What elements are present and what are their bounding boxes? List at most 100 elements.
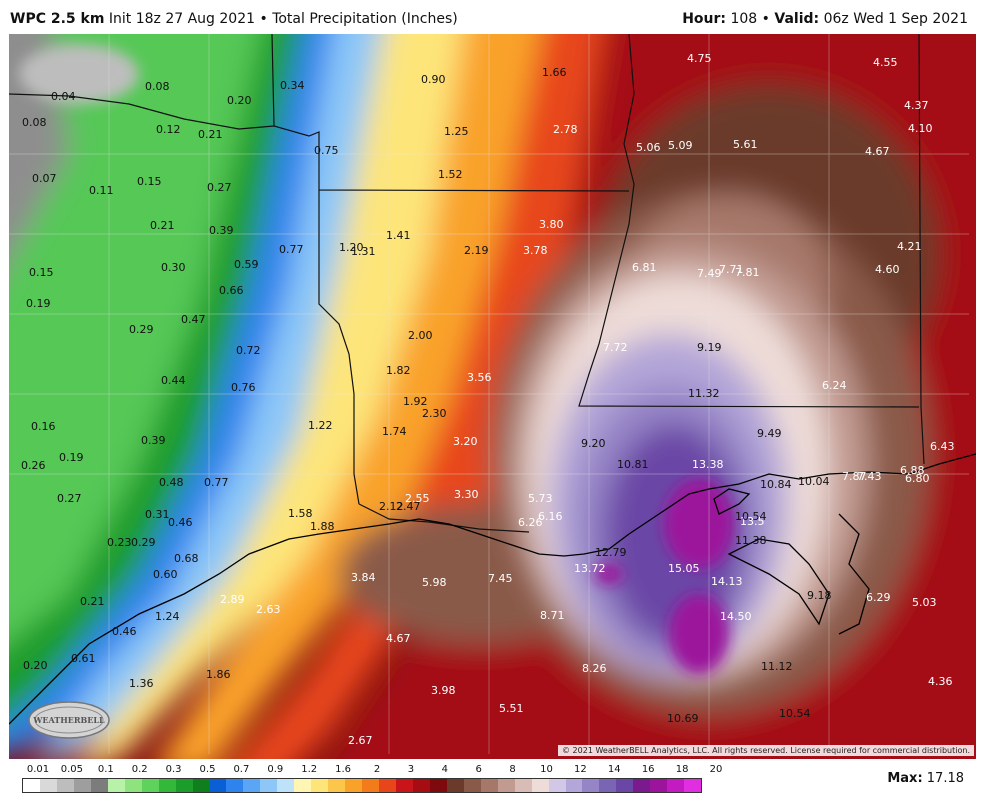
colorbar-tick-label: 6 [475, 764, 482, 775]
coastline [9, 453, 976, 725]
precip-value-label: 0.08 [22, 116, 47, 129]
precip-value-label: 0.15 [29, 266, 54, 279]
colorbar-swatch [243, 779, 261, 792]
precip-value-label: 10.54 [735, 510, 767, 523]
precip-value-label: 13.5 [740, 515, 765, 528]
colorbar-swatch [599, 779, 617, 792]
precip-value-label: 5.03 [912, 596, 937, 609]
precip-value-label: 1.58 [288, 507, 313, 520]
precip-value-label: 8.71 [540, 609, 565, 622]
precip-value-label: 0.12 [156, 123, 181, 136]
colorbar-swatch [23, 779, 40, 792]
colorbar-tick-label: 0.2 [131, 764, 148, 775]
colorbar-tick-label: 1.2 [301, 764, 318, 775]
precip-value-label: 0.15 [137, 175, 162, 188]
precip-value-labels: 0.04 0.08 0.20 0.34 0.90 1.66 4.75 4.55 0.08 0.12… [21, 52, 955, 747]
precip-field [9, 34, 976, 759]
precip-value-label: 12.79 [595, 546, 627, 559]
colorbar-tick-label: 8 [509, 764, 516, 775]
colorbar-swatch [124, 779, 142, 792]
precip-value-label: 5.98 [422, 576, 447, 589]
precip-value-label: 1.92 [403, 395, 428, 408]
precip-value-label: 1.31 [351, 245, 376, 258]
precip-value-label: 0.72 [236, 344, 261, 357]
precip-value-label: 7.72 [603, 341, 628, 354]
colorbar-tick-label: 20 [709, 764, 723, 775]
precip-value-label: 13.72 [574, 562, 606, 575]
precip-value-label: 0.39 [141, 434, 166, 447]
colorbar-swatch [429, 779, 447, 792]
precip-value-label: 0.29 [131, 536, 156, 549]
colorbar-swatch [192, 779, 210, 792]
precip-value-label: 1.24 [155, 610, 180, 623]
precip-value-label: 0.34 [280, 79, 305, 92]
precip-value-label: 6.81 [632, 261, 657, 274]
precip-value-label: 1.86 [206, 668, 231, 681]
colorbar-tick-label: 4 [441, 764, 448, 775]
precip-value-label: 0.76 [231, 381, 256, 394]
colorbar-tick-label: 3 [407, 764, 415, 775]
colorbar-tick-label: 0.01 [26, 764, 50, 775]
precip-value-label: 0.04 [51, 90, 76, 103]
precip-value-label: 11.12 [761, 660, 793, 673]
header-left: WPC 2.5 km Init 18z 27 Aug 2021 • Total … [10, 11, 458, 27]
precip-value-label: 6.26 [518, 516, 543, 529]
colorbar-tick-label: 18 [675, 764, 689, 775]
precip-value-label: 7.43 [857, 470, 882, 483]
colorbar-swatch [616, 779, 634, 792]
precip-value-label: 3.56 [467, 371, 492, 384]
precip-value-label: 5.61 [733, 138, 758, 151]
colorbar-tick-label: 14 [607, 764, 621, 775]
colorbar-swatch [395, 779, 413, 792]
colorbar-swatch [412, 779, 430, 792]
valid-label: Valid [774, 11, 814, 27]
precip-value-label: 6.24 [822, 379, 847, 392]
precip-value-label: 1.88 [310, 520, 335, 533]
precip-value-label: 0.77 [279, 243, 304, 256]
precip-value-label: 4.10 [908, 122, 933, 135]
precip-value-label: 9.49 [757, 427, 782, 440]
header-right: Hour: 108 • Valid: 06z Wed 1 Sep 2021 [682, 11, 968, 27]
precip-value-label: 11.38 [735, 534, 767, 547]
precip-value-label: 0.75 [314, 144, 339, 157]
precip-value-label: 9.18 [807, 589, 832, 602]
precip-value-label: 6.16 [538, 510, 563, 523]
precip-value-label: 4.37 [904, 99, 929, 112]
logo-text: WEATHERBELL [32, 715, 105, 725]
precip-value-label: 10.69 [667, 712, 699, 725]
colorbar-swatch [311, 779, 329, 792]
colorbar-tick-label: 0.9 [267, 764, 284, 775]
precip-value-label: 1.20 [339, 241, 364, 254]
precip-value-label: 1.66 [542, 66, 567, 79]
precip-value-label: 7.71 [719, 263, 744, 276]
precip-value-label: 6.88 [900, 464, 925, 477]
precip-value-label: 2.89 [220, 593, 245, 606]
precip-value-label: 2.30 [422, 407, 447, 420]
precip-value-label: 0.19 [59, 451, 84, 464]
county-borders [9, 34, 969, 754]
precip-value-label: 1.25 [444, 125, 469, 138]
precip-value-label: 0.68 [174, 552, 199, 565]
precip-value-label: 0.23 [107, 536, 132, 549]
precip-value-label: 0.16 [31, 420, 56, 433]
colorbar-tick-label: 1.6 [335, 764, 352, 775]
colorbar-swatch [277, 779, 295, 792]
max-value: 17.18 [926, 771, 964, 786]
precip-value-label: 2.55 [405, 492, 430, 505]
header-separator-2: • [761, 11, 770, 27]
precip-value-label: 0.66 [219, 284, 244, 297]
precipitation-map: 0.04 0.08 0.20 0.34 0.90 1.66 4.75 4.55 0.08 0.12… [9, 34, 976, 759]
colorbar-ticks: 0.01 0.05 0.1 0.2 0.3 0.5 0.7 0.9 1.2 1.6 2 3 4 6 8 10 1… [22, 764, 723, 778]
precip-value-label: 0.47 [181, 313, 206, 326]
colorbar-swatch [667, 779, 685, 792]
precip-value-label: 3.98 [431, 684, 456, 697]
colorbar-swatch [514, 779, 532, 792]
init-time: Init 18z 27 Aug 2021 [108, 11, 256, 27]
colorbar-swatch [141, 779, 159, 792]
precip-value-label: 1.82 [386, 364, 411, 377]
precip-value-label: 0.21 [150, 219, 175, 232]
map-canvas: 0.04 0.08 0.20 0.34 0.90 1.66 4.75 4.55 0.08 0.12… [9, 34, 976, 759]
precip-value-label: 13.38 [692, 458, 724, 471]
colorbar-swatch [345, 779, 363, 792]
precip-value-label: 7.49 [697, 267, 722, 280]
